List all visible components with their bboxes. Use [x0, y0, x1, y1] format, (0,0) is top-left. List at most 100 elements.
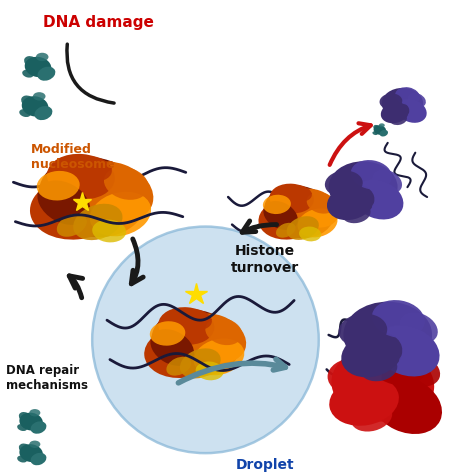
Text: Droplet: Droplet — [235, 458, 294, 472]
Ellipse shape — [57, 214, 87, 237]
Ellipse shape — [370, 375, 442, 434]
Ellipse shape — [286, 185, 312, 201]
Text: DNA damage: DNA damage — [43, 15, 154, 30]
Ellipse shape — [47, 154, 115, 200]
Ellipse shape — [325, 171, 363, 197]
Ellipse shape — [37, 181, 91, 225]
Ellipse shape — [264, 201, 298, 230]
Ellipse shape — [36, 171, 80, 201]
Ellipse shape — [182, 313, 246, 363]
Ellipse shape — [382, 88, 423, 119]
Ellipse shape — [150, 321, 185, 346]
Ellipse shape — [264, 186, 334, 238]
Ellipse shape — [374, 125, 380, 130]
Ellipse shape — [263, 195, 291, 214]
Ellipse shape — [194, 338, 244, 375]
Ellipse shape — [73, 156, 112, 182]
Ellipse shape — [380, 130, 388, 137]
Ellipse shape — [341, 332, 402, 377]
Ellipse shape — [150, 329, 194, 366]
Ellipse shape — [338, 314, 387, 347]
Ellipse shape — [373, 170, 402, 193]
Ellipse shape — [24, 56, 38, 68]
Ellipse shape — [382, 109, 394, 118]
Ellipse shape — [73, 204, 122, 240]
Ellipse shape — [360, 356, 397, 381]
Ellipse shape — [31, 453, 46, 465]
Ellipse shape — [180, 348, 221, 378]
Ellipse shape — [17, 424, 27, 431]
Ellipse shape — [379, 123, 385, 128]
Ellipse shape — [289, 189, 339, 228]
Ellipse shape — [329, 376, 399, 426]
Ellipse shape — [328, 161, 398, 213]
Ellipse shape — [30, 177, 120, 240]
Ellipse shape — [104, 167, 148, 200]
Ellipse shape — [158, 307, 214, 345]
Ellipse shape — [374, 125, 386, 135]
Ellipse shape — [37, 67, 55, 81]
Ellipse shape — [166, 357, 191, 375]
Ellipse shape — [380, 93, 402, 109]
Ellipse shape — [29, 409, 40, 417]
Ellipse shape — [408, 112, 422, 121]
Ellipse shape — [21, 95, 36, 107]
Ellipse shape — [92, 219, 126, 242]
Circle shape — [92, 227, 319, 453]
Ellipse shape — [90, 191, 151, 237]
Text: DNA repair
mechanisms: DNA repair mechanisms — [6, 365, 88, 392]
Ellipse shape — [328, 358, 382, 395]
Ellipse shape — [144, 326, 219, 378]
Ellipse shape — [152, 310, 240, 376]
Ellipse shape — [400, 312, 438, 343]
Ellipse shape — [397, 354, 440, 387]
Ellipse shape — [35, 106, 53, 120]
Ellipse shape — [353, 180, 403, 219]
Ellipse shape — [17, 456, 27, 463]
Ellipse shape — [36, 53, 48, 61]
Ellipse shape — [179, 309, 212, 330]
Text: Modified
nucleosome: Modified nucleosome — [31, 143, 115, 171]
Ellipse shape — [31, 421, 46, 434]
Text: Histone
turnover: Histone turnover — [230, 244, 299, 274]
Ellipse shape — [298, 209, 337, 237]
Ellipse shape — [205, 318, 242, 345]
Ellipse shape — [258, 199, 318, 239]
Ellipse shape — [76, 162, 154, 221]
Ellipse shape — [19, 109, 31, 117]
Ellipse shape — [351, 402, 392, 431]
Ellipse shape — [19, 413, 43, 430]
Ellipse shape — [307, 192, 336, 214]
Ellipse shape — [351, 160, 392, 190]
Ellipse shape — [39, 157, 146, 237]
Ellipse shape — [372, 300, 425, 338]
Ellipse shape — [19, 444, 32, 454]
Ellipse shape — [331, 346, 434, 422]
Ellipse shape — [25, 57, 51, 77]
Ellipse shape — [375, 325, 439, 376]
Ellipse shape — [367, 342, 427, 385]
Ellipse shape — [19, 412, 32, 422]
Ellipse shape — [270, 183, 314, 213]
Ellipse shape — [343, 301, 432, 368]
Ellipse shape — [299, 227, 321, 241]
Ellipse shape — [19, 444, 43, 462]
Ellipse shape — [22, 96, 48, 117]
Ellipse shape — [342, 203, 371, 223]
Ellipse shape — [33, 92, 46, 100]
Ellipse shape — [329, 197, 348, 212]
Ellipse shape — [381, 102, 409, 123]
Ellipse shape — [372, 201, 396, 217]
Ellipse shape — [390, 113, 407, 125]
Ellipse shape — [276, 223, 296, 237]
Ellipse shape — [373, 131, 378, 135]
Ellipse shape — [399, 353, 429, 374]
Ellipse shape — [327, 184, 374, 220]
Ellipse shape — [397, 99, 427, 123]
Ellipse shape — [22, 70, 34, 78]
Ellipse shape — [408, 93, 426, 107]
Ellipse shape — [29, 440, 40, 448]
Ellipse shape — [344, 347, 369, 367]
Ellipse shape — [196, 362, 224, 380]
Ellipse shape — [395, 87, 420, 105]
